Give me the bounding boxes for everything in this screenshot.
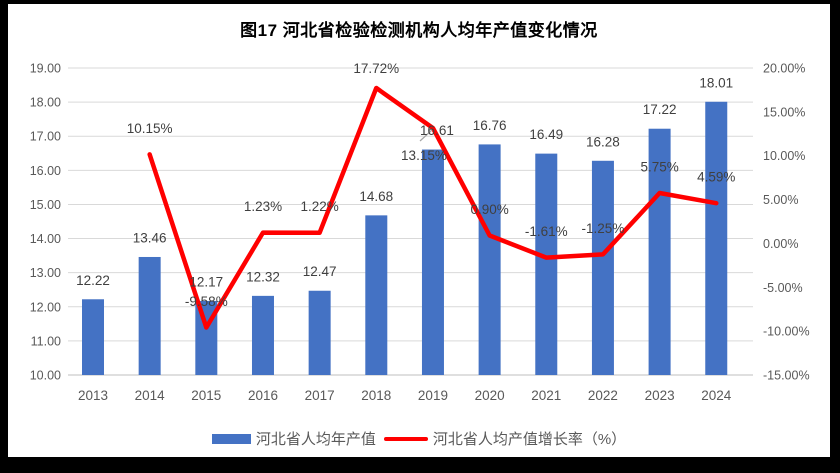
line-label-2022: -1.25% [582,221,625,236]
bar-label-2016: 12.32 [246,269,280,284]
left-axis-tick: 19.00 [30,62,61,76]
bar-series-swatch-icon [211,433,251,444]
line-label-2017: 1.22% [300,199,338,214]
legend-item-line: 河北省人均产值增长率（%） [376,428,626,449]
bar-label-2021: 16.49 [529,127,563,142]
left-axis-tick: 16.00 [30,164,61,178]
right-axis-tick: 10.00% [763,149,805,163]
right-axis-tick: 0.00% [763,237,798,251]
left-axis-tick: 10.00 [30,369,61,383]
line-label-2024: 4.59% [697,170,735,185]
right-axis-tick: 20.00% [763,62,805,76]
left-axis-tick: 11.00 [31,334,61,348]
bar-2019 [421,149,444,375]
left-axis-tick: 17.00 [30,130,61,144]
bar-label-2024: 18.01 [699,75,733,90]
right-axis-tick: 5.00% [763,193,798,207]
bar-label-2015: 12.17 [189,274,223,289]
bar-label-2023: 17.22 [643,102,677,117]
category-label-2023: 2023 [645,388,675,403]
left-axis-tick: 12.00 [30,300,61,314]
line-label-2019: 13.15% [401,148,447,163]
category-label-2017: 2017 [305,388,335,403]
chart-legend: 河北省人均年产值 河北省人均产值增长率（%） [8,428,830,449]
left-axis-tick: 18.00 [30,96,61,110]
category-label-2024: 2024 [701,388,732,403]
bar-2013 [82,299,104,375]
bar-label-2013: 12.22 [76,273,110,288]
growth-rate-line [147,85,719,330]
bar-2023 [648,128,671,375]
bar-2016 [251,295,274,375]
left-axis-tick: 14.00 [30,232,61,246]
category-label-2018: 2018 [361,388,391,403]
bar-2017 [308,290,331,375]
category-label-2014: 2014 [135,388,166,403]
right-axis-tick: 15.00% [763,105,805,119]
chart-title: 图17 河北省检验检测机构人均年产值变化情况 [240,21,598,40]
bar-label-2020: 16.76 [473,118,507,133]
chart-paper: 图17 河北省检验检测机构人均年产值变化情况 12.22 13.46 12.17 12… [8,4,830,457]
category-label-2019: 2019 [418,388,448,403]
line-label-2023: 5.75% [640,159,678,174]
right-axis-tick: -10.00% [763,325,810,339]
right-axis-tick: -5.00% [763,281,803,295]
category-label-2020: 2020 [475,388,505,403]
category-label-2016: 2016 [248,388,278,403]
bar-label-2022: 16.28 [586,134,620,149]
combo-chart-plot: 12.22 13.46 12.17 12.32 12.47 14.68 16.61 16.76… [30,61,810,403]
category-label-2013: 2013 [78,388,108,403]
bar-2021 [535,153,558,375]
category-label-2021: 2021 [531,388,561,403]
bar-2022 [591,160,614,375]
legend-line-label: 河北省人均产值增长率（%） [432,431,627,448]
bar-label-2014: 13.46 [133,230,167,245]
bar-2014 [138,256,161,375]
line-label-2020: 0.90% [470,202,508,217]
category-label-2015: 2015 [191,388,221,403]
data-label-leader-line [419,129,433,142]
category-label-2022: 2022 [588,388,618,403]
bar-2024 [705,101,728,376]
legend-item-bar: 河北省人均年产值 [211,428,376,449]
bar-label-2018: 14.68 [359,189,393,204]
right-axis-tick: -15.00% [763,369,810,383]
line-label-2015: -9.58% [185,294,228,309]
bar-2020 [478,144,501,375]
line-label-2016: 1.23% [244,199,282,214]
left-axis-tick: 13.00 [30,266,61,280]
legend-bar-label: 河北省人均年产值 [255,431,376,448]
bar-label-2017: 12.47 [303,264,337,279]
line-label-2018: 17.72% [353,61,399,76]
bar-2018 [365,215,388,375]
bar-label-2019: 16.61 [420,123,454,138]
line-label-2014: 10.15% [127,121,173,136]
line-series-swatch-icon [383,436,428,441]
left-axis-tick: 15.00 [30,198,61,212]
line-label-2021: -1.61% [525,224,568,239]
